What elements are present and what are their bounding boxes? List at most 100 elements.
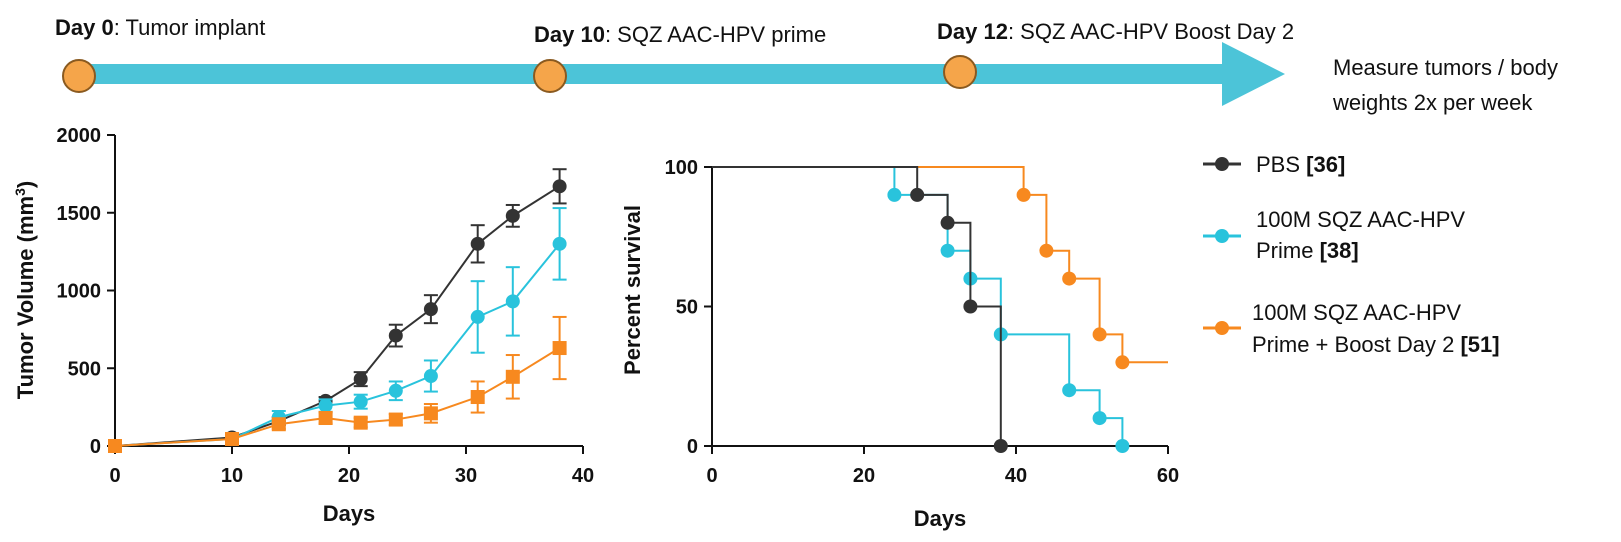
data-point (470, 390, 485, 405)
x-tick-label: 20 (853, 465, 875, 487)
x-axis-label: Days (323, 501, 376, 526)
timeline: Day 0: Tumor implant Day 10: SQZ AAC-HPV… (55, 15, 1558, 115)
data-point (388, 328, 403, 343)
y-tick-label: 1000 (57, 281, 102, 303)
data-point (470, 309, 485, 324)
y-axis-label: Tumor Volume (mm3) (12, 181, 38, 399)
y-tick-label: 500 (68, 358, 101, 380)
timeline-event-text: : Tumor implant (114, 15, 266, 40)
y-tick-label: 2000 (57, 125, 102, 147)
legend-entry-prime: 100M SQZ AAC-HPV Prime [38] (1203, 207, 1465, 263)
data-point (505, 208, 520, 223)
data-point (940, 243, 955, 258)
y-tick-label: 100 (665, 157, 698, 179)
legend-label-line-1: 100M SQZ AAC-HPV (1252, 300, 1461, 325)
data-point (552, 341, 567, 356)
legend-label-text: Prime (1256, 238, 1320, 263)
legend-label: PBS [36] (1256, 152, 1345, 177)
x-tick-label: 40 (572, 465, 594, 487)
series-100m-sqz-aac-hpv-prime (108, 207, 567, 453)
timeline-note-line-1: Measure tumors / body (1333, 55, 1558, 80)
legend-label-text: PBS (1256, 152, 1306, 177)
data-point (353, 372, 368, 387)
data-point (552, 236, 567, 251)
y-tick-label: 50 (676, 297, 698, 319)
timeline-event-label: Day 12: SQZ AAC-HPV Boost Day 2 (937, 19, 1294, 44)
data-point (1115, 439, 1130, 453)
series-pbs (712, 166, 1008, 453)
data-point (271, 417, 286, 432)
x-tick-label: 0 (109, 465, 120, 487)
data-point (910, 187, 925, 202)
data-point (887, 187, 902, 202)
x-tick-label: 40 (1005, 465, 1027, 487)
x-axis-label: Days (914, 506, 967, 531)
data-point (940, 215, 955, 230)
series-100m-sqz-aac-hpv-prime-boost-day-2 (712, 166, 1168, 370)
timeline-event-day: Day 12 (937, 19, 1008, 44)
data-point (1062, 383, 1077, 398)
timeline-event-text: : SQZ AAC-HPV Boost Day 2 (1008, 19, 1294, 44)
data-point (318, 398, 333, 413)
data-point (470, 236, 485, 251)
data-point (353, 415, 368, 430)
timeline-event-day: Day 10 (534, 22, 605, 47)
x-tick-label: 0 (706, 465, 717, 487)
data-point (388, 412, 403, 427)
series-line (114, 185, 561, 447)
timeline-marker-day-0 (62, 59, 96, 93)
data-point (963, 299, 978, 314)
timeline-event-text: : SQZ AAC-HPV prime (605, 22, 826, 47)
data-point (423, 369, 438, 384)
data-point (552, 179, 567, 194)
data-point (505, 294, 520, 309)
timeline-arrowhead (1222, 42, 1285, 106)
data-point (423, 302, 438, 317)
legend-label-count: [36] (1306, 152, 1345, 177)
data-point (1092, 411, 1107, 426)
timeline-note-line-2: weights 2x per week (1332, 90, 1533, 115)
series-line (114, 243, 561, 447)
legend-swatch-marker (1215, 321, 1229, 335)
timeline-event-day: Day 0 (55, 15, 114, 40)
data-point (1115, 355, 1130, 370)
series-pbs (108, 168, 567, 453)
legend: PBS [36] 100M SQZ AAC-HPV Prime [38] 100… (1203, 152, 1500, 357)
legend-label-text: Prime + Boost Day 2 (1252, 332, 1460, 357)
data-point (505, 369, 520, 384)
y-tick-label: 1500 (57, 203, 102, 225)
data-point (1092, 327, 1107, 342)
timeline-marker-day-10 (533, 59, 567, 93)
data-point (318, 411, 333, 426)
timeline-event-label: Day 0: Tumor implant (55, 15, 265, 40)
x-tick-label: 10 (221, 465, 243, 487)
legend-label-line-2: Prime [38] (1256, 238, 1359, 263)
data-point (1039, 243, 1054, 258)
y-axis-label: Percent survival (620, 205, 645, 375)
legend-label-line-1: 100M SQZ AAC-HPV (1256, 207, 1465, 232)
timeline-marker-day-12 (943, 55, 977, 89)
tumor-volume-chart: 0 10 20 30 40 0 500 1000 1500 2000 Days Tumor Volum… (12, 125, 594, 526)
data-point (1062, 271, 1077, 286)
y-tick-label: 0 (90, 436, 101, 458)
timeline-event-label: Day 10: SQZ AAC-HPV prime (534, 22, 826, 47)
legend-entry-pbs: PBS [36] (1203, 152, 1345, 177)
x-tick-label: 30 (455, 465, 477, 487)
timeline-bar (78, 64, 1228, 84)
y-tick-label: 0 (687, 436, 698, 458)
data-point (225, 432, 239, 447)
series-100m-sqz-aac-hpv-prime (712, 166, 1130, 453)
legend-label-line-2: Prime + Boost Day 2 [51] (1252, 332, 1500, 357)
data-point (993, 439, 1008, 453)
data-point (1016, 187, 1031, 202)
legend-entry-prime-boost: 100M SQZ AAC-HPV Prime + Boost Day 2 [51… (1203, 300, 1500, 357)
legend-swatch-marker (1215, 157, 1229, 171)
data-point (353, 394, 368, 409)
x-tick-label: 60 (1157, 465, 1179, 487)
x-tick-label: 20 (338, 465, 360, 487)
legend-label-count: [38] (1320, 238, 1359, 263)
survival-step-line (712, 166, 1002, 446)
series-line (114, 347, 561, 447)
data-point (108, 439, 122, 453)
